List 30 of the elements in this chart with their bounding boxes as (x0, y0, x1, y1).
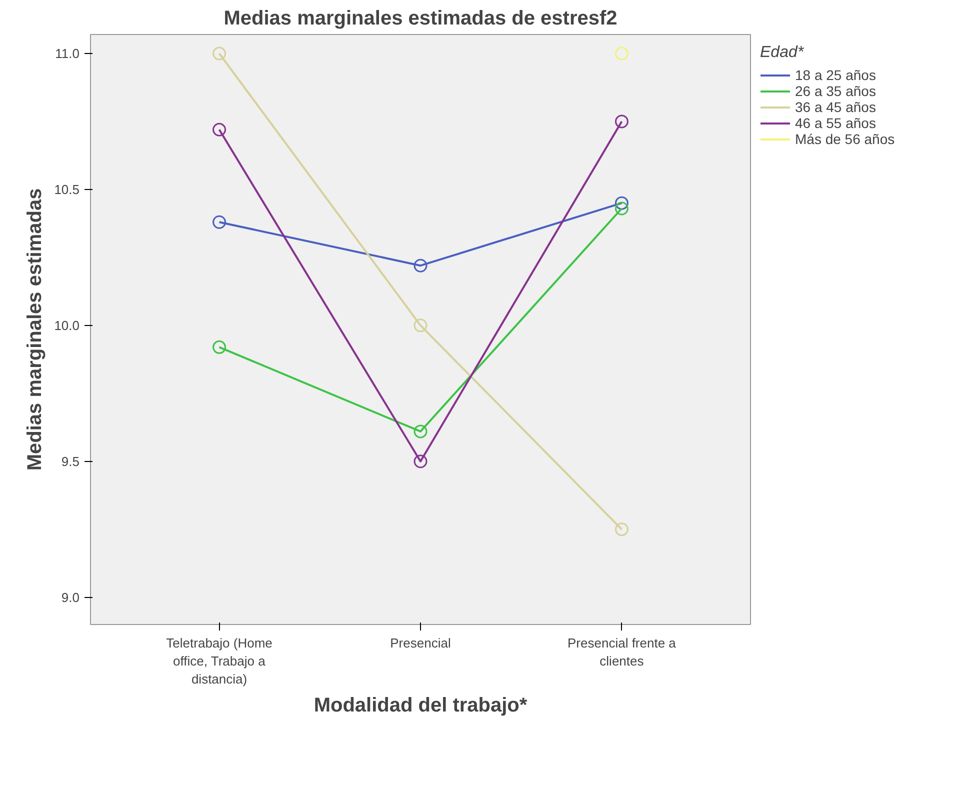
point (212, 340, 226, 354)
legend-label: 18 a 25 años (795, 67, 876, 83)
point (414, 454, 428, 468)
x-tick-label: Teletrabajo (Home office, Trabajo a distancia) (166, 636, 272, 686)
point (212, 215, 226, 229)
x-tick-label: Presencial frente a clientes (568, 636, 677, 668)
legend-label: Más de 56 años (795, 131, 895, 147)
legend-label: 46 a 55 años (795, 115, 876, 131)
y-tick-label: 10.0 (54, 318, 80, 333)
chart-title: Medias marginales estimadas de estresf2 (224, 8, 618, 30)
legend-label: 26 a 35 años (795, 83, 876, 99)
point (414, 318, 428, 332)
point (614, 522, 628, 536)
y-tick-label: 11.0 (55, 46, 80, 62)
y-tick-label: 9.5 (61, 454, 80, 469)
legend-title: Edad* (760, 44, 805, 62)
point (414, 424, 428, 438)
point (614, 46, 628, 60)
x-tick-label: Presencial (390, 636, 451, 650)
point (614, 196, 628, 210)
point (614, 114, 628, 128)
point (212, 46, 226, 60)
y-axis-title: Medias marginales estimadas (24, 188, 46, 471)
x-axis-title: Modalidad del trabajo* (314, 694, 528, 716)
point (614, 202, 628, 216)
point (212, 122, 226, 136)
legend-label: 36 a 45 años (795, 99, 876, 115)
y-tick-label: 10.5 (54, 182, 80, 197)
point (414, 258, 428, 272)
y-tick-label: 9.0 (61, 590, 80, 605)
